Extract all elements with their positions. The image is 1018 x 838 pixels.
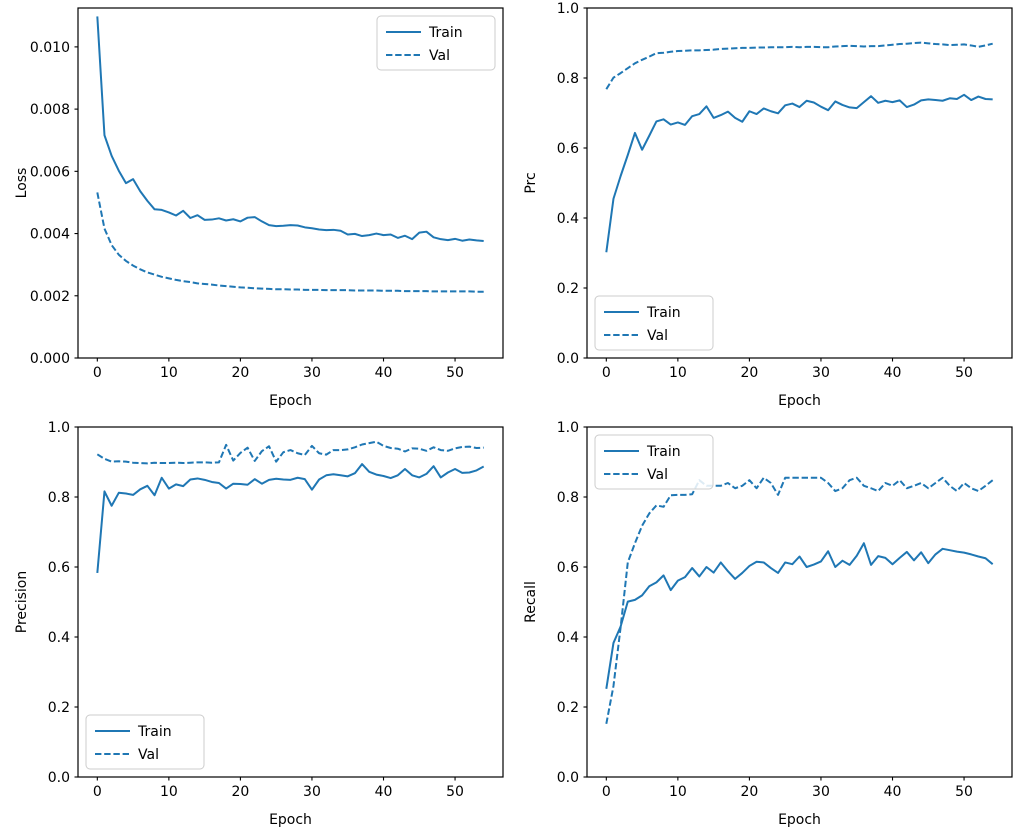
series-line-val: [96, 192, 484, 293]
y-axis-label: Recall: [523, 581, 539, 623]
chart-panel-prc: 0 10 20 30 40 50 0.0 0.2 0.4 0.6 0.8 1.0 Epoch Prc Tra…: [509, 0, 1018, 419]
x-tick-label: 40: [375, 784, 393, 800]
chart-panel-loss: 0 10 20 30 40 50 0.000 0.002 0.004 0.006 0.008 0.01…: [0, 0, 509, 419]
x-axis-label: Epoch: [778, 393, 821, 409]
legend-label-train: Train: [428, 25, 463, 41]
legend-box: [594, 295, 714, 351]
series-line-val: [605, 476, 994, 724]
y-tick-label: 1.0: [557, 420, 579, 436]
x-tick-label: 40: [884, 365, 902, 381]
legend-label-val: Val: [429, 48, 450, 64]
x-tick-label: 20: [741, 784, 759, 800]
series-line-train: [96, 463, 485, 574]
chart-panel-precision: 0 10 20 30 40 50 0.0 0.2 0.4 0.6 0.8 1.0 Epoch Precis…: [0, 419, 509, 838]
legend-box: [85, 714, 205, 770]
y-axis-label: Prc: [523, 172, 539, 193]
x-tick-label: 0: [602, 784, 611, 800]
axes-frame: [77, 426, 504, 778]
legend-label-train: Train: [137, 724, 172, 740]
axes-frame: [586, 426, 1013, 778]
axes-frame: [77, 7, 504, 359]
x-tick-label: 50: [955, 784, 973, 800]
x-tick-label: 20: [232, 365, 250, 381]
legend-label-val: Val: [138, 747, 159, 763]
chart-panel-recall: 0 10 20 30 40 50 0.0 0.2 0.4 0.6 0.8 1.0 Epoch Recall…: [509, 419, 1018, 838]
legend-box: [594, 434, 714, 490]
legend: Train Val: [594, 295, 714, 351]
x-tick-label: 50: [955, 365, 973, 381]
legend-label-train: Train: [646, 444, 681, 460]
x-tick-label: 30: [812, 784, 830, 800]
x-tick-label: 0: [602, 365, 611, 381]
y-tick-label: 0.0: [557, 351, 579, 367]
y-tick-label: 0.4: [48, 630, 70, 646]
y-tick-label: 0.8: [557, 71, 579, 87]
y-tick-label: 0.8: [557, 490, 579, 506]
y-tick-label: 0.2: [557, 281, 579, 297]
y-tick-label: 0.000: [30, 351, 70, 367]
x-tick-label: 40: [884, 784, 902, 800]
legend-label-val: Val: [647, 328, 668, 344]
y-tick-label: 0.2: [48, 700, 70, 716]
x-axis-label: Epoch: [269, 393, 312, 409]
x-tick-label: 40: [375, 365, 393, 381]
y-tick-label: 0.008: [30, 102, 70, 118]
y-tick-label: 0.2: [557, 700, 579, 716]
y-tick-label: 0.4: [557, 630, 579, 646]
legend: Train Val: [376, 15, 496, 71]
x-tick-label: 10: [160, 784, 178, 800]
y-tick-label: 0.6: [557, 141, 579, 157]
legend-label-train: Train: [646, 305, 681, 321]
x-tick-label: 0: [93, 784, 102, 800]
y-axis-label: Loss: [14, 168, 30, 199]
x-tick-label: 30: [303, 784, 321, 800]
x-tick-label: 30: [812, 365, 830, 381]
y-tick-label: 0.6: [48, 560, 70, 576]
x-axis-label: Epoch: [269, 812, 312, 828]
series-line-train: [605, 93, 993, 253]
legend-label-val: Val: [647, 467, 668, 483]
series-line-val: [96, 440, 484, 465]
axes-frame: [586, 7, 1013, 359]
x-tick-label: 20: [741, 365, 759, 381]
x-tick-label: 10: [160, 365, 178, 381]
y-tick-label: 1.0: [557, 1, 579, 17]
legend: Train Val: [85, 714, 205, 770]
x-tick-label: 30: [303, 365, 321, 381]
x-tick-label: 0: [93, 365, 102, 381]
series-line-train: [96, 16, 484, 243]
x-tick-label: 10: [669, 784, 687, 800]
y-tick-label: 0.006: [30, 164, 70, 180]
series-line-train: [605, 542, 994, 689]
y-tick-label: 0.6: [557, 560, 579, 576]
y-tick-label: 0.8: [48, 490, 70, 506]
legend-box: [376, 15, 496, 71]
y-tick-label: 1.0: [48, 420, 70, 436]
y-tick-label: 0.0: [557, 770, 579, 786]
x-tick-label: 50: [446, 365, 464, 381]
x-tick-label: 20: [232, 784, 250, 800]
y-tick-label: 0.004: [30, 227, 70, 243]
y-tick-label: 0.010: [30, 40, 70, 56]
y-tick-label: 0.002: [30, 289, 70, 305]
y-axis-label: Precision: [14, 571, 30, 633]
x-axis-label: Epoch: [778, 812, 821, 828]
x-tick-label: 10: [669, 365, 687, 381]
series-line-val: [605, 41, 993, 90]
x-tick-label: 50: [446, 784, 464, 800]
y-tick-label: 0.0: [48, 770, 70, 786]
legend: Train Val: [594, 434, 714, 490]
y-tick-label: 0.4: [557, 211, 579, 227]
